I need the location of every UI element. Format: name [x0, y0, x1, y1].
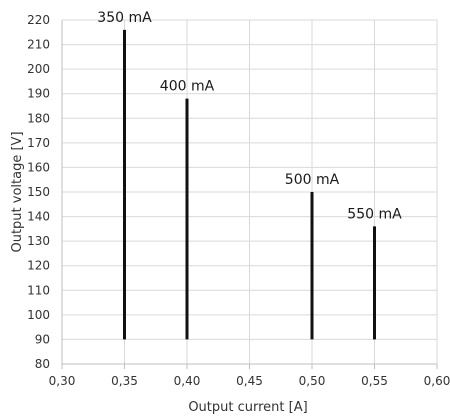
y-tick-label: 150 [27, 185, 50, 199]
bar-label: 550 mA [347, 206, 402, 222]
x-axis-title: Output current [A] [188, 400, 307, 415]
gridlines [62, 20, 437, 364]
x-tick-label: 0,55 [361, 374, 388, 388]
y-tick-label: 210 [27, 38, 50, 52]
y-tick-label: 100 [27, 308, 50, 322]
bar-label: 350 mA [97, 10, 152, 26]
y-tick-label: 170 [27, 136, 50, 150]
y-tick-label: 220 [27, 13, 50, 27]
y-tick-label: 140 [27, 210, 50, 224]
x-tick-label: 0,40 [174, 374, 201, 388]
x-tick-label: 0,45 [236, 374, 263, 388]
y-tick-label: 90 [35, 332, 50, 346]
y-tick-label: 80 [35, 357, 50, 371]
x-tick-label: 0,50 [299, 374, 326, 388]
x-tick-labels: 0,30 0,35 0,40 0,45 0,50 0,55 0,60 [49, 374, 450, 388]
y-tick-labels: 80 90 100 110 120 130 140 150 160 170 180 190 200 210… [27, 13, 50, 371]
x-tick-label: 0,60 [424, 374, 450, 388]
y-tick-label: 130 [27, 234, 50, 248]
bar-label: 500 mA [285, 172, 340, 188]
x-tick-label: 0,30 [49, 374, 76, 388]
bar-label: 400 mA [160, 79, 215, 95]
x-tick-label: 0,35 [111, 374, 138, 388]
y-tick-label: 190 [27, 87, 50, 101]
y-axis-title: Output voltage [V] [10, 131, 25, 252]
y-tick-label: 110 [27, 283, 50, 297]
y-tick-label: 120 [27, 259, 50, 273]
y-tick-label: 160 [27, 160, 50, 174]
y-tick-label: 200 [27, 62, 50, 76]
y-tick-label: 180 [27, 111, 50, 125]
